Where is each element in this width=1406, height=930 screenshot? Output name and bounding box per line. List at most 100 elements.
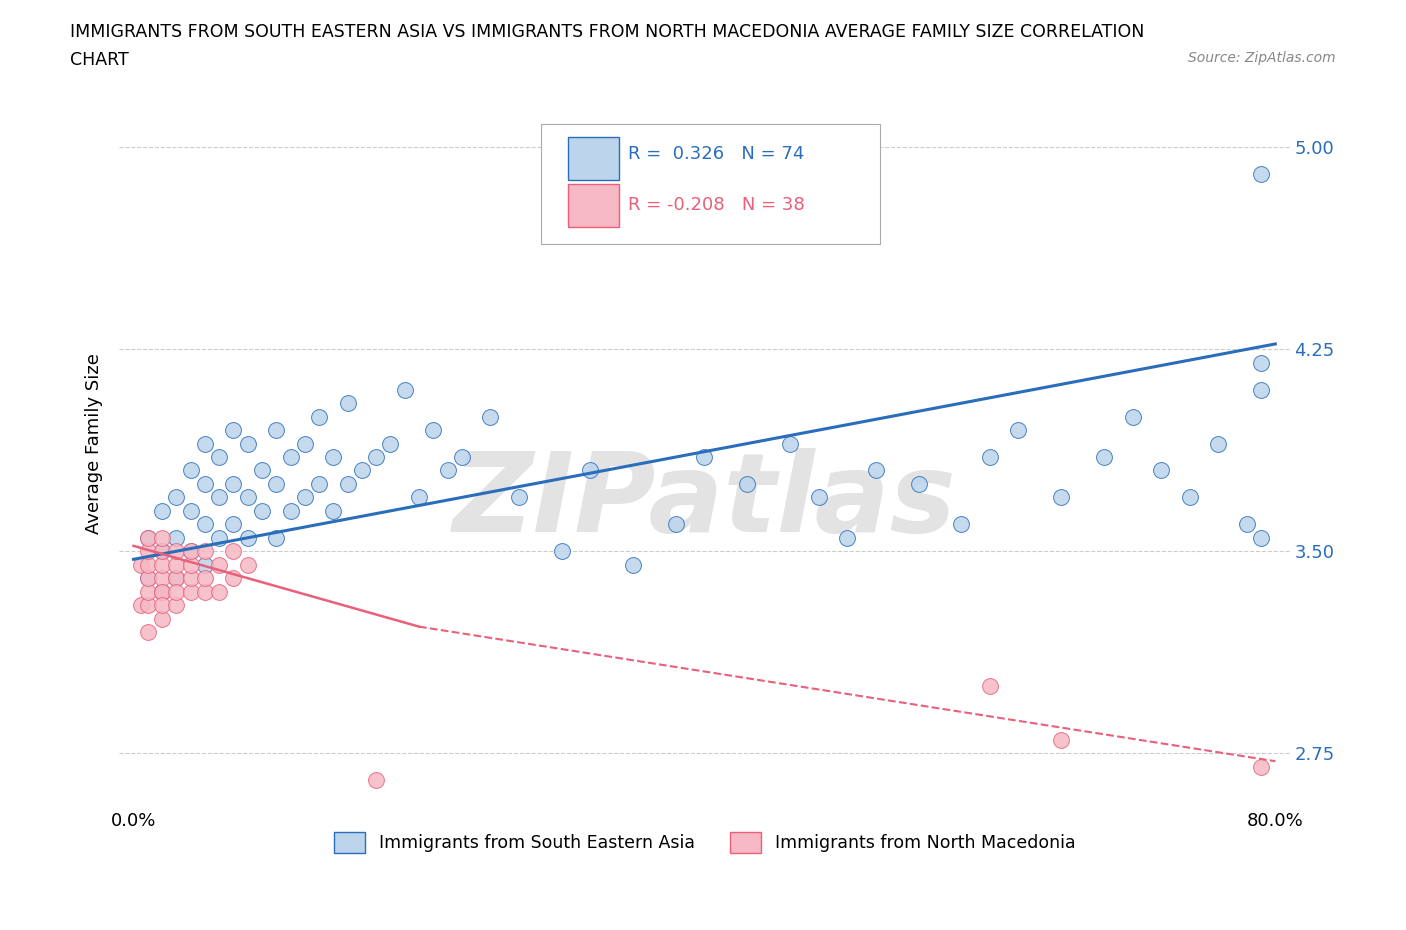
Point [1250,355,1272,370]
Point [264,476,287,491]
Point [336,396,359,411]
Point [1206,436,1229,451]
Point [208,490,231,505]
Point [222,422,245,437]
Point [150,584,173,599]
FancyBboxPatch shape [568,184,619,227]
Point [180,557,202,572]
Text: R = -0.208   N = 38: R = -0.208 N = 38 [628,196,806,214]
Point [222,517,245,532]
Point [236,557,259,572]
Point [180,584,202,599]
Point [450,449,472,464]
Point [194,584,217,599]
Point [907,476,929,491]
Point [865,463,887,478]
Point [1250,382,1272,397]
Point [150,611,173,626]
Point [208,530,231,545]
Point [479,409,502,424]
Point [150,503,173,518]
Point [180,544,202,559]
Point [208,449,231,464]
Point [1007,422,1029,437]
Point [165,571,187,586]
Point [194,544,217,559]
Point [408,490,430,505]
Point [250,503,273,518]
Point [165,571,187,586]
Point [236,490,259,505]
Point [150,544,173,559]
Point [665,517,688,532]
Point [436,463,458,478]
Text: Source: ZipAtlas.com: Source: ZipAtlas.com [1188,51,1336,65]
Point [150,598,173,613]
Point [1050,490,1073,505]
Point [308,409,330,424]
Point [165,530,187,545]
Point [136,625,159,640]
Text: CHART: CHART [70,51,129,69]
Point [394,382,416,397]
Point [779,436,801,451]
Point [129,557,152,572]
Point [294,490,316,505]
Point [322,503,344,518]
Point [236,436,259,451]
Point [165,544,187,559]
Point [579,463,602,478]
Point [1150,463,1173,478]
Point [308,476,330,491]
Point [222,571,245,586]
Point [180,503,202,518]
Point [693,449,716,464]
Point [136,557,159,572]
Point [194,557,217,572]
Legend: Immigrants from South Eastern Asia, Immigrants from North Macedonia: Immigrants from South Eastern Asia, Immi… [326,825,1083,860]
Point [336,476,359,491]
Point [508,490,530,505]
Point [194,476,217,491]
Point [208,557,231,572]
Point [165,557,187,572]
Point [1250,759,1272,774]
Point [150,557,173,572]
Point [194,517,217,532]
Point [979,678,1001,693]
Point [136,598,159,613]
Point [136,544,159,559]
Point [208,584,231,599]
Point [150,530,173,545]
Point [194,436,217,451]
Point [194,571,217,586]
Point [1250,166,1272,181]
Point [222,476,245,491]
Point [180,463,202,478]
FancyBboxPatch shape [568,137,619,179]
Point [264,422,287,437]
Y-axis label: Average Family Size: Average Family Size [86,353,103,534]
Point [366,449,388,464]
Point [280,449,302,464]
Point [735,476,758,491]
Point [136,584,159,599]
Point [136,530,159,545]
Point [165,598,187,613]
Point [1250,530,1272,545]
Point [366,773,388,788]
Point [280,503,302,518]
Point [150,571,173,586]
Text: R =  0.326   N = 74: R = 0.326 N = 74 [628,145,804,164]
Point [136,571,159,586]
Point [136,571,159,586]
Point [1122,409,1144,424]
Point [950,517,973,532]
Point [264,530,287,545]
Point [551,544,574,559]
Point [136,530,159,545]
Point [422,422,444,437]
Point [180,571,202,586]
Point [236,530,259,545]
Point [150,544,173,559]
